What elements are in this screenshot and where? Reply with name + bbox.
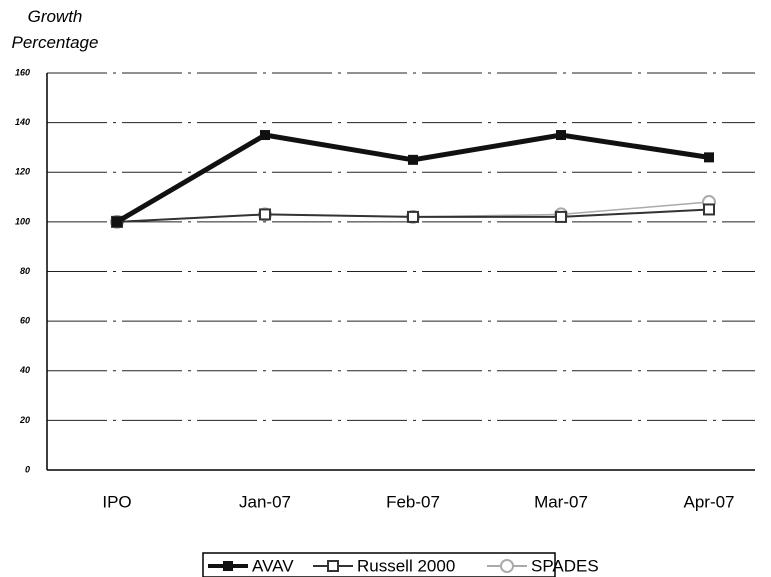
x-tick-label: IPO — [102, 492, 131, 511]
legend-label: Russell 2000 — [357, 556, 455, 575]
marker — [408, 154, 418, 165]
marker — [223, 561, 233, 571]
legend-label: AVAV — [252, 556, 294, 575]
y-tick-label: 80 — [20, 266, 30, 276]
marker — [407, 210, 419, 223]
marker — [327, 560, 339, 572]
y-tick-label: 0 — [25, 464, 30, 474]
marker — [260, 130, 270, 141]
marker — [112, 216, 122, 227]
y-tick-label: 20 — [19, 415, 30, 425]
x-tick-label: Jan-07 — [239, 492, 291, 511]
marker — [556, 130, 566, 141]
x-tick-label: Feb-07 — [386, 492, 440, 511]
marker — [704, 152, 714, 163]
marker — [703, 203, 715, 216]
y-tick-label: 120 — [15, 167, 30, 177]
y-tick-label: 140 — [15, 117, 30, 127]
y-tick-label: 160 — [15, 67, 30, 77]
x-tick-label: Apr-07 — [683, 492, 734, 511]
y-axis-label: Growth Percentage — [11, 7, 99, 52]
legend-label: SPADES — [531, 556, 599, 575]
y-tick-label: 100 — [15, 216, 30, 226]
y-tick-label: 60 — [20, 316, 30, 326]
marker — [259, 208, 271, 221]
y-tick-label: 40 — [19, 365, 30, 375]
marker — [500, 559, 514, 573]
x-tick-label: Mar-07 — [534, 492, 588, 511]
marker — [555, 210, 567, 223]
